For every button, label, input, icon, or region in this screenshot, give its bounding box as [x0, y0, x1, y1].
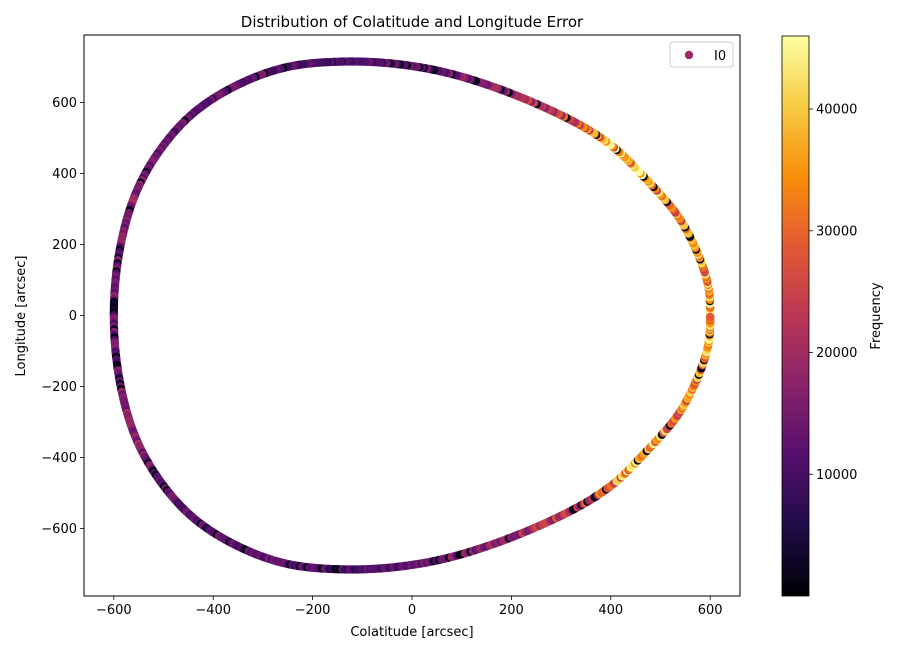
- legend: I0: [669, 41, 734, 68]
- y-tick-label: 600: [52, 96, 77, 111]
- colorbar-tick-label: 30000: [816, 224, 857, 239]
- y-axis-label: Longitude [arcsec]: [14, 255, 29, 376]
- y-tick-label: −600: [41, 522, 77, 537]
- colorbar-tick-label: 10000: [816, 468, 857, 483]
- legend-box: [669, 41, 734, 68]
- y-tick-label: 0: [69, 309, 77, 324]
- colorbar-tick-label: 40000: [816, 103, 857, 118]
- legend-marker: [684, 50, 694, 60]
- y-tick-label: −400: [41, 451, 77, 466]
- chart-title: Distribution of Colatitude and Longitude…: [241, 13, 584, 31]
- colorbar-label: Frequency: [869, 282, 884, 349]
- scatter-points: [109, 57, 715, 574]
- legend-label: I0: [714, 49, 726, 64]
- y-tick-label: −200: [41, 380, 77, 395]
- x-tick-label: 400: [598, 603, 623, 618]
- colorbar-ticks: 10000 20000 30000 40000: [809, 103, 857, 483]
- plot-area: [84, 35, 740, 596]
- x-tick-label: 0: [408, 603, 416, 618]
- colorbar: [781, 35, 810, 597]
- y-tick-label: 200: [52, 238, 77, 253]
- x-tick-label: −400: [195, 603, 231, 618]
- x-axis-ticks: −600 −400 −200 0 200 400 600: [96, 596, 723, 618]
- colorbar-tick-label: 20000: [816, 346, 857, 361]
- x-axis-label: Colatitude [arcsec]: [350, 625, 473, 640]
- x-tick-label: 600: [698, 603, 723, 618]
- x-tick-label: 200: [499, 603, 524, 618]
- y-tick-label: 400: [52, 167, 77, 182]
- scatter-point: [705, 312, 715, 322]
- x-tick-label: −600: [96, 603, 132, 618]
- x-tick-label: −200: [295, 603, 331, 618]
- y-axis-ticks: −600 −400 −200 0 200 400 600: [41, 96, 84, 537]
